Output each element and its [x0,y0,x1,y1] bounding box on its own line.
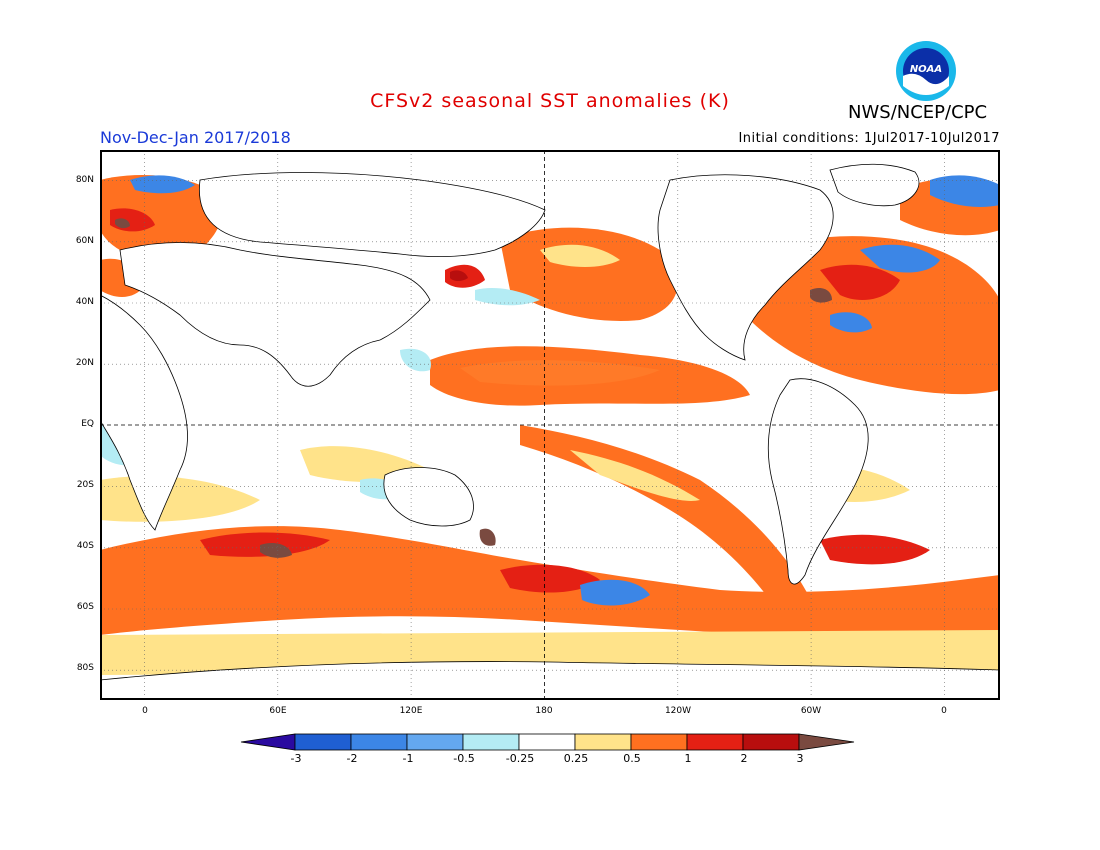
colorbar-swatch [742,733,800,751]
lat-label: 60N [75,236,94,246]
logo-text: NOAA [910,64,942,75]
lon-label: 0 [142,706,148,716]
lat-label: 20N [75,358,94,368]
equator-dateline [100,150,1000,700]
colorbar-swatch [630,733,688,751]
agency-label: NWS/NCEP/CPC [848,102,988,123]
colorbar-swatch [406,733,464,751]
lon-label: 180 [535,706,553,716]
lon-label: 120W [664,706,692,716]
colorbar-label: 3 [796,752,804,765]
colorbar-swatch [350,733,408,751]
colorbar-label: 0.25 [563,752,589,765]
lat-label: 20S [76,480,94,490]
lat-label: 40S [76,541,94,551]
initial-conditions: Initial conditions: 1Jul2017-10Jul2017 [738,131,1000,146]
colorbar-label: 2 [740,752,748,765]
colorbar-swatch [294,733,352,751]
colorbar [240,733,855,751]
lat-label: 60S [76,602,94,612]
colorbar-swatch [574,733,632,751]
lon-label: 60E [269,706,287,716]
colorbar-label: -1 [402,752,414,765]
lat-label: 80N [75,175,94,185]
map-title: CFSv2 seasonal SST anomalies (K) [370,90,730,112]
map-frame [100,150,1000,700]
sst-anomaly-map [100,150,1000,700]
colorbar-swatch [462,733,520,751]
coastlines [100,163,1000,700]
colorbar-label: 1 [684,752,692,765]
colorbar-swatch [518,733,576,751]
lat-label: EQ [81,419,94,429]
colorbar-arrow-high [798,733,855,751]
lon-label: 120E [399,706,423,716]
colorbar-label: -2 [346,752,358,765]
colorbar-label: -3 [290,752,302,765]
forecast-period: Nov-Dec-Jan 2017/2018 [100,128,291,147]
colorbar-arrow-low [240,733,296,751]
colorbar-label: -0.5 [453,752,475,765]
colorbar-label: 0.5 [623,752,641,765]
lon-label: 0 [941,706,947,716]
lat-label: 40N [75,297,94,307]
colorbar-swatch [686,733,744,751]
noaa-logo: NOAA [896,41,956,101]
colorbar-label: -0.25 [505,752,535,765]
lat-label: 80S [76,663,94,673]
lon-label: 60W [800,706,822,716]
